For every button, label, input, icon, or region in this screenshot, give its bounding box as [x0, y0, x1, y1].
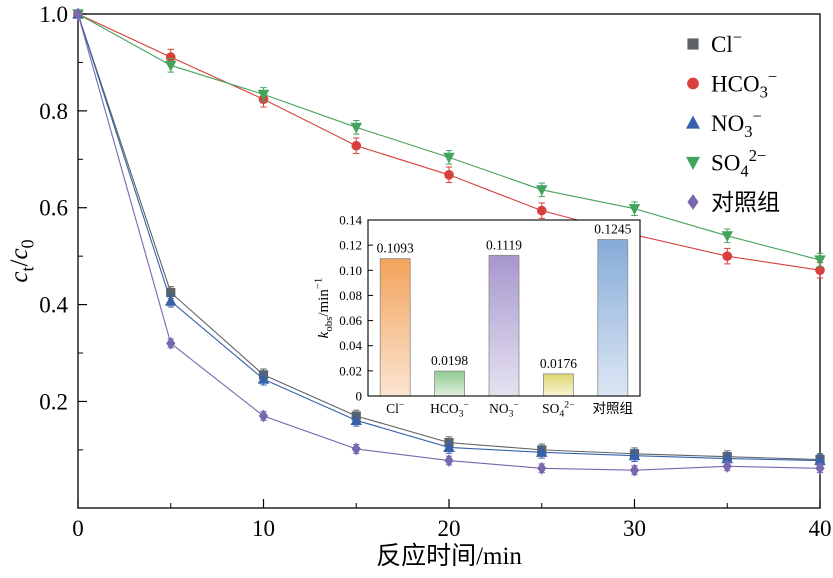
y-tick-label: 1.0	[39, 2, 68, 27]
legend-item: NO3−	[686, 106, 762, 141]
inset-y-axis-title: kobs/min−1	[313, 278, 335, 339]
legend-label: Cl−	[711, 27, 742, 57]
series-group	[72, 7, 826, 477]
x-tick-label: 40	[809, 516, 832, 541]
y-tick-label: 0.4	[39, 293, 68, 318]
inset-y-tick-label: 0.04	[339, 338, 362, 353]
y-axis-title: ct/c0	[6, 239, 38, 282]
inset-bar-value-label: 0.1093	[377, 241, 414, 256]
inset-bar-chart: 0.1093 Cl− 0.0198 HCO3− 0.1119 NO3− 0.0176 SO42…	[313, 213, 641, 420]
inset-y-tick-label: 0	[356, 389, 363, 404]
x-tick-label: 10	[252, 516, 275, 541]
y-tick-label: 0.2	[39, 389, 68, 414]
x-tick-label: 30	[623, 516, 646, 541]
legend-item: Cl−	[687, 27, 742, 57]
inset-category-label: SO42−	[542, 399, 574, 419]
inset-category-label: NO3−	[489, 399, 519, 419]
series-diamond	[73, 7, 825, 477]
inset-bar	[434, 370, 466, 397]
inset-bar-value-label: 0.1245	[594, 221, 631, 236]
y-tick-label: 0.6	[39, 196, 68, 221]
x-tick-label: 0	[72, 516, 84, 541]
inset-bar	[597, 239, 629, 397]
inset-y-tick-label: 0.02	[339, 363, 362, 378]
legend-item: HCO3−	[687, 67, 777, 102]
legend-label: 对照组	[711, 190, 780, 215]
inset-bar	[543, 373, 574, 397]
legend-label: HCO3−	[711, 67, 777, 102]
y-tick-label: 0.8	[39, 99, 68, 124]
inset-category-label: HCO3−	[430, 399, 469, 419]
inset-y-tick-label: 0.06	[339, 313, 362, 328]
x-axis-title: 反应时间/min	[376, 543, 522, 570]
inset-y-tick-label: 0.12	[339, 238, 362, 253]
inset-bar	[379, 258, 411, 397]
legend-label: SO42−	[711, 146, 766, 181]
legend-item: 对照组	[687, 190, 780, 215]
inset-category-label: 对照组	[593, 401, 634, 416]
legend-label: NO3−	[711, 106, 762, 141]
inset-category-label: Cl−	[386, 399, 404, 416]
main-axes: 0 10 20 30 40 0.2 0.4 0.6 0.8 1.0 ct/c0	[6, 2, 832, 541]
inset-y-tick-label: 0.08	[339, 288, 362, 303]
inset-bar-value-label: 0.0176	[540, 356, 577, 371]
legend-item: SO42−	[686, 146, 766, 181]
inset-bar-value-label: 0.1119	[486, 237, 522, 252]
inset-bar-value-label: 0.0198	[431, 353, 468, 368]
x-tick-label: 20	[438, 516, 461, 541]
inset-y-tick-label: 0.10	[339, 263, 362, 278]
inset-bar	[488, 254, 520, 397]
inset-y-tick-label: 0.14	[339, 213, 362, 228]
legend: Cl− HCO3− NO3− SO42− 对照组	[686, 27, 780, 215]
series-triangle-up	[72, 7, 826, 467]
